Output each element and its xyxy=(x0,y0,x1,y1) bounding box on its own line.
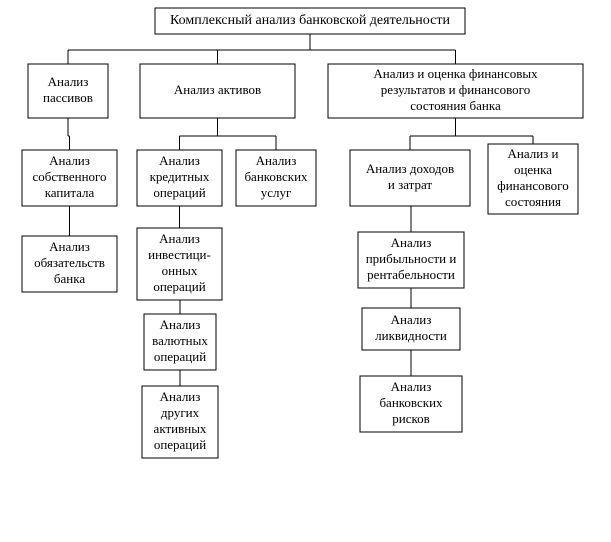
node-a2: Анализинвестици-онныхопераций xyxy=(137,228,222,300)
node-f3: Анализликвидности xyxy=(362,308,460,350)
node-c3: Анализ и оценка финансовыхрезультатов и … xyxy=(328,64,583,118)
node-label: онных xyxy=(162,263,198,278)
node-label: рентабельности xyxy=(367,267,455,282)
node-p2: Анализобязательствбанка xyxy=(22,236,117,292)
node-label: кредитных xyxy=(150,169,210,184)
node-label: Анализ xyxy=(49,239,90,254)
node-label: оценка xyxy=(514,162,552,177)
node-label: Анализ доходов xyxy=(366,161,454,176)
node-a3: Анализвалютныхопераций xyxy=(144,314,216,370)
node-label: Комплексный анализ банковской деятельнос… xyxy=(170,13,450,28)
node-label: собственного xyxy=(32,169,106,184)
node-label: банка xyxy=(54,271,85,286)
node-label: Анализ активов xyxy=(174,82,261,97)
node-p1: Анализсобственногокапитала xyxy=(22,150,117,206)
node-label: Анализ xyxy=(391,312,432,327)
node-label: операций xyxy=(154,349,206,364)
node-f4: Анализбанковскихрисков xyxy=(360,376,462,432)
node-label: Анализ и оценка финансовых xyxy=(373,66,538,81)
node-label: состояния банка xyxy=(410,98,501,113)
node-label: и затрат xyxy=(388,177,433,192)
node-label: финансового xyxy=(497,178,568,193)
node-label: валютных xyxy=(152,333,208,348)
node-label: банковских xyxy=(244,169,308,184)
node-a5: Анализбанковскихуслуг xyxy=(236,150,316,206)
node-label: обязательств xyxy=(34,255,105,270)
node-c2: Анализ активов xyxy=(140,64,295,118)
node-label: операций xyxy=(154,437,206,452)
node-a1: Анализкредитныхопераций xyxy=(137,150,222,206)
node-label: состояния xyxy=(505,194,561,209)
node-label: Анализ xyxy=(159,231,200,246)
node-label: других xyxy=(161,405,200,420)
node-label: услуг xyxy=(261,185,292,200)
node-label: пассивов xyxy=(43,90,93,105)
node-label: капитала xyxy=(45,185,95,200)
node-label: рисков xyxy=(392,411,430,426)
node-label: результатов и финансового xyxy=(381,82,530,97)
node-f5: Анализ иоценкафинансовогосостояния xyxy=(488,144,578,214)
node-label: Анализ xyxy=(49,153,90,168)
node-label: банковских xyxy=(379,395,443,410)
node-label: операций xyxy=(153,279,205,294)
node-label: Анализ xyxy=(159,153,200,168)
node-root: Комплексный анализ банковской деятельнос… xyxy=(155,8,465,34)
node-label: прибыльности и xyxy=(366,251,457,266)
node-c1: Анализпассивов xyxy=(28,64,108,118)
node-label: ликвидности xyxy=(375,328,447,343)
node-label: Анализ xyxy=(256,153,297,168)
diagram-canvas: Комплексный анализ банковской деятельнос… xyxy=(0,0,611,542)
node-label: Анализ и xyxy=(507,146,558,161)
node-f1: Анализ доходови затрат xyxy=(350,150,470,206)
node-label: активных xyxy=(154,421,207,436)
node-a4: Анализдругихактивныхопераций xyxy=(142,386,218,458)
node-label: Анализ xyxy=(160,317,201,332)
node-label: Анализ xyxy=(160,389,201,404)
node-f2: Анализприбыльности ирентабельности xyxy=(358,232,464,288)
node-label: Анализ xyxy=(391,235,432,250)
node-label: Анализ xyxy=(391,379,432,394)
node-label: Анализ xyxy=(48,74,89,89)
node-label: инвестици- xyxy=(148,247,211,262)
node-label: операций xyxy=(153,185,205,200)
